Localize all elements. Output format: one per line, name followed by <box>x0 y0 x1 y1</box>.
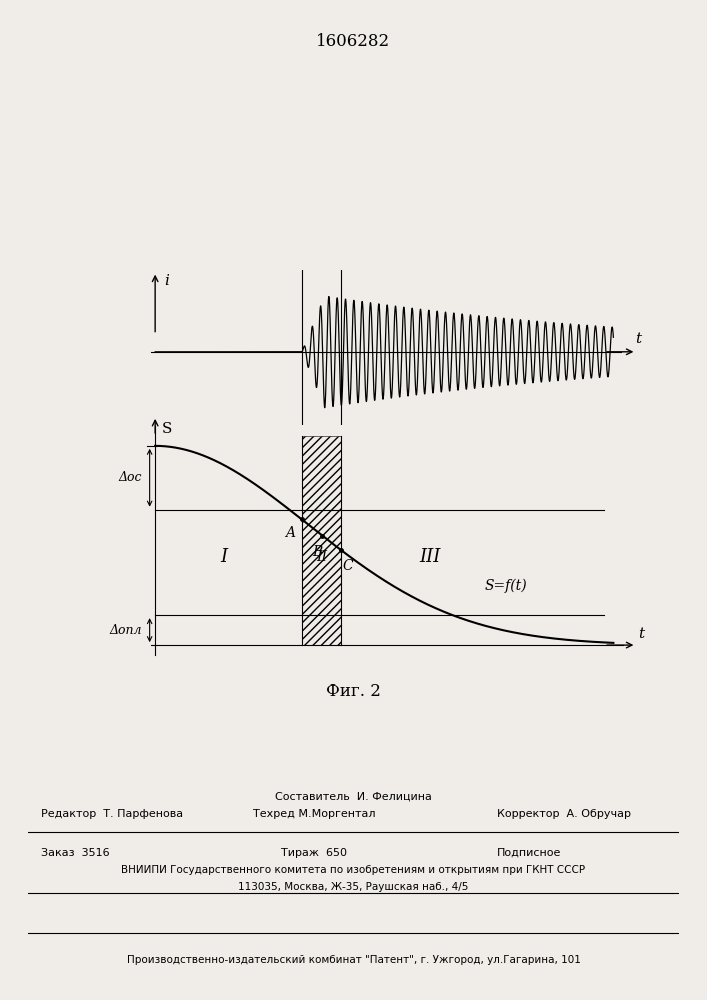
Text: C: C <box>342 559 353 573</box>
Text: 1606282: 1606282 <box>317 33 390 50</box>
Text: Фиг. 2: Фиг. 2 <box>326 684 381 700</box>
Text: B: B <box>312 545 323 559</box>
Text: Тираж  650: Тираж 650 <box>281 848 347 857</box>
Text: 113035, Москва, Ж-35, Раушская наб., 4/5: 113035, Москва, Ж-35, Раушская наб., 4/5 <box>238 882 469 892</box>
Text: S: S <box>162 422 173 436</box>
Text: t: t <box>636 332 642 346</box>
Text: S=f(t): S=f(t) <box>485 578 527 593</box>
Text: i: i <box>164 274 169 288</box>
Text: Редактор  Т. Парфенова: Редактор Т. Парфенова <box>41 809 183 819</box>
Text: II: II <box>316 550 327 564</box>
Text: t: t <box>638 627 644 641</box>
Text: Δос: Δос <box>119 471 142 484</box>
Text: III: III <box>419 548 440 566</box>
Text: Составитель  И. Фелицина: Составитель И. Фелицина <box>275 791 432 801</box>
Text: ВНИИПИ Государственного комитета по изобретениям и открытиям при ГКНТ СССР: ВНИИПИ Государственного комитета по изоб… <box>122 865 585 875</box>
Text: Подписное: Подписное <box>496 848 561 857</box>
Text: Производственно-издательский комбинат "Патент", г. Ужгород, ул.Гагарина, 101: Производственно-издательский комбинат "П… <box>127 955 580 965</box>
Text: Техред М.Моргентал: Техред М.Моргентал <box>253 809 375 819</box>
Text: Заказ  3516: Заказ 3516 <box>41 848 110 857</box>
Text: Корректор  А. Обручар: Корректор А. Обручар <box>496 809 631 819</box>
Text: A: A <box>286 526 296 540</box>
Text: Δопл: Δопл <box>110 624 142 637</box>
Text: I: I <box>221 548 228 566</box>
